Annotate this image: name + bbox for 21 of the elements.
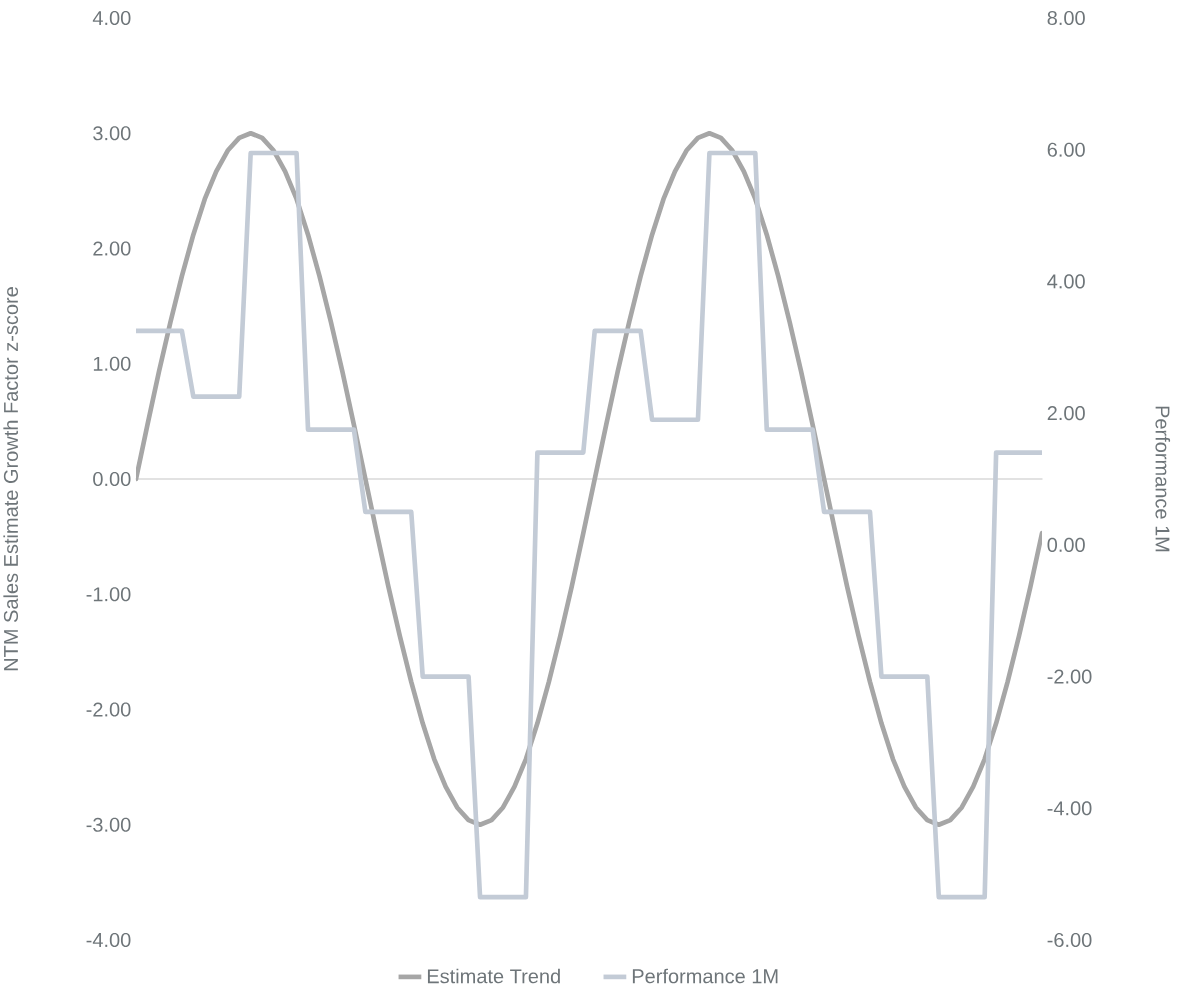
y-axis-title: NTM Sales Estimate Growth Factor z-score [3,287,19,671]
y-tick-label: 0.00 [93,471,131,487]
y-tick-label: -4.00 [86,932,131,948]
y2-tick-label: 0.00 [1047,537,1085,552]
y2-tick-label: 8.00 [1047,10,1085,26]
y-tick-label: 2.00 [93,241,131,256]
y-tick-label: 4.00 [92,10,131,26]
y2-tick-label: 6.00 [1047,142,1085,157]
y-tick-label: -3.00 [86,817,131,832]
y2-tick-label: 2.00 [1047,406,1085,421]
legend-label: Estimate Trend [427,968,560,984]
y2-tick-label: 4.00 [1047,274,1085,289]
y2-tick-label: -4.00 [1047,801,1092,816]
legend-label: Performance 1M [632,968,778,984]
y-tick-label: 3.00 [93,126,131,141]
y-tick-label: 1.00 [93,356,131,371]
y2-axis-title: Performance 1M [1155,406,1171,552]
y2-tick-label: -2.00 [1047,669,1092,684]
y2-tick-label: -6.00 [1047,932,1092,948]
y-tick-label: -1.00 [86,587,131,602]
y-tick-label: -2.00 [86,702,131,717]
